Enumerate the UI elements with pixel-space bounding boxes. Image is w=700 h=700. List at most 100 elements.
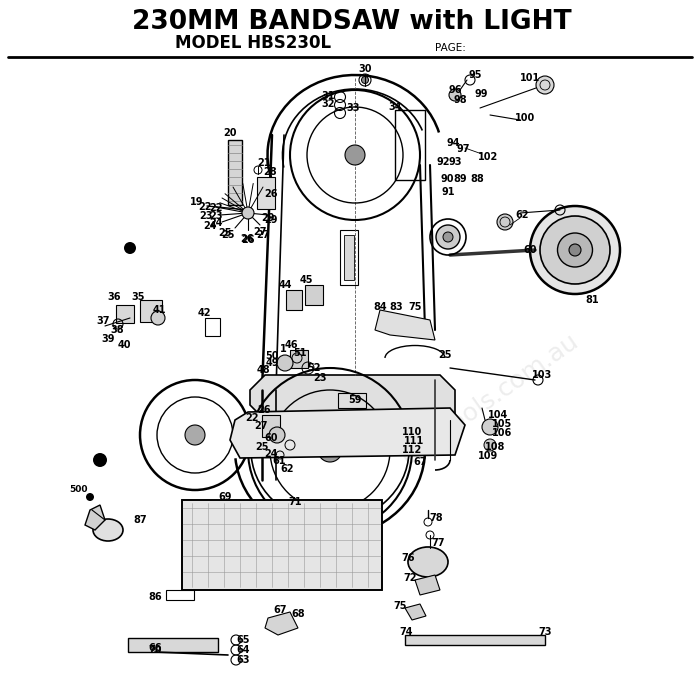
- Text: 99: 99: [475, 89, 488, 99]
- Text: 100: 100: [515, 113, 535, 123]
- Text: 102: 102: [478, 152, 498, 162]
- Circle shape: [449, 89, 461, 101]
- Bar: [405, 635, 545, 645]
- Text: 65: 65: [237, 635, 250, 645]
- Ellipse shape: [557, 233, 592, 267]
- Ellipse shape: [540, 216, 610, 284]
- Text: 108: 108: [485, 442, 505, 452]
- Circle shape: [151, 311, 165, 325]
- Text: 42: 42: [197, 308, 211, 318]
- Text: 1: 1: [279, 344, 286, 354]
- Text: 84: 84: [373, 302, 387, 312]
- Text: 20: 20: [223, 128, 237, 138]
- Circle shape: [482, 419, 498, 435]
- Text: 21: 21: [258, 158, 271, 168]
- Circle shape: [536, 76, 554, 94]
- Text: 73: 73: [538, 627, 552, 637]
- Text: 72: 72: [403, 573, 416, 583]
- Text: 67: 67: [413, 457, 427, 467]
- Bar: [128, 638, 218, 652]
- Circle shape: [277, 355, 293, 371]
- Text: 22: 22: [209, 203, 223, 213]
- Text: 24: 24: [203, 221, 217, 231]
- Bar: [305, 285, 323, 305]
- Text: 33: 33: [346, 103, 360, 113]
- Text: 89: 89: [453, 174, 467, 184]
- Text: 71: 71: [288, 497, 302, 507]
- Bar: [262, 415, 280, 437]
- Ellipse shape: [530, 206, 620, 294]
- Text: 97: 97: [456, 144, 470, 154]
- Circle shape: [497, 214, 513, 230]
- Text: 23: 23: [199, 211, 213, 221]
- Text: 90: 90: [440, 174, 454, 184]
- Bar: [344, 235, 354, 280]
- Text: 86: 86: [148, 592, 162, 602]
- Text: PAGE:: PAGE:: [435, 43, 466, 53]
- Circle shape: [436, 225, 460, 249]
- Text: 35: 35: [132, 292, 145, 302]
- Text: 50: 50: [265, 351, 279, 361]
- Ellipse shape: [569, 244, 581, 256]
- Polygon shape: [405, 604, 426, 620]
- Text: 26: 26: [258, 405, 271, 415]
- Text: 37: 37: [97, 316, 110, 326]
- Text: 26: 26: [240, 234, 253, 244]
- Text: 500: 500: [69, 486, 88, 494]
- Text: 24: 24: [265, 449, 278, 459]
- Text: 81: 81: [585, 295, 598, 305]
- Text: 27: 27: [253, 227, 267, 237]
- Text: 23: 23: [209, 211, 223, 221]
- Polygon shape: [375, 310, 435, 340]
- Text: 110: 110: [402, 427, 422, 437]
- Text: 62: 62: [280, 464, 294, 474]
- Text: 60: 60: [265, 433, 278, 443]
- Text: 26: 26: [265, 189, 278, 199]
- Text: 109: 109: [478, 451, 498, 461]
- Text: 77: 77: [431, 538, 444, 548]
- Text: 69: 69: [218, 492, 232, 502]
- Text: 40: 40: [118, 340, 131, 350]
- Bar: [290, 350, 308, 368]
- Text: 24: 24: [209, 218, 223, 228]
- Text: 19: 19: [190, 197, 204, 207]
- Text: 75: 75: [393, 601, 407, 611]
- Text: 70: 70: [148, 645, 162, 655]
- Text: 111: 111: [404, 436, 424, 446]
- Text: 64: 64: [237, 645, 250, 655]
- Circle shape: [345, 145, 365, 165]
- Text: 95: 95: [468, 70, 482, 80]
- Text: 67: 67: [273, 605, 287, 615]
- Text: 104: 104: [488, 410, 508, 420]
- Bar: [228, 140, 242, 205]
- Text: 41: 41: [153, 305, 166, 315]
- Polygon shape: [415, 575, 440, 595]
- Text: 29: 29: [265, 215, 278, 225]
- Text: 51: 51: [293, 348, 307, 358]
- Text: 52: 52: [307, 363, 321, 373]
- Text: 98: 98: [453, 95, 467, 105]
- Text: 66: 66: [148, 643, 162, 653]
- Bar: [257, 177, 275, 209]
- Bar: [140, 300, 162, 322]
- Circle shape: [318, 438, 342, 462]
- Polygon shape: [230, 408, 465, 458]
- Text: 87: 87: [133, 515, 147, 525]
- Circle shape: [93, 453, 107, 467]
- Bar: [340, 230, 358, 285]
- Text: 30: 30: [358, 64, 372, 74]
- Bar: [166, 590, 194, 600]
- Bar: [205, 318, 220, 336]
- Text: 36: 36: [107, 292, 120, 302]
- Polygon shape: [85, 505, 105, 530]
- Circle shape: [185, 425, 205, 445]
- Text: torotools.com.au: torotools.com.au: [397, 330, 583, 470]
- Text: 96: 96: [448, 85, 462, 95]
- Text: MODEL HBS230L: MODEL HBS230L: [175, 34, 331, 52]
- Text: 230MM BANDSAW with LIGHT: 230MM BANDSAW with LIGHT: [132, 9, 572, 35]
- Text: 48: 48: [256, 365, 270, 375]
- Text: 101: 101: [520, 73, 540, 83]
- Text: 25: 25: [221, 230, 234, 240]
- Text: 28: 28: [263, 167, 276, 177]
- Circle shape: [86, 493, 94, 501]
